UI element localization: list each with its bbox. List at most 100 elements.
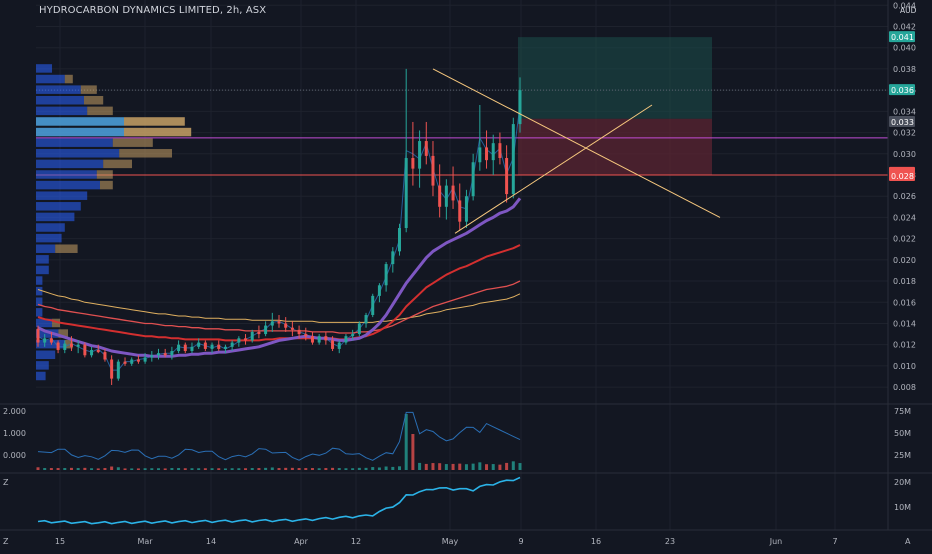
candle [344, 334, 348, 345]
candle-body [491, 143, 495, 161]
candle [157, 348, 160, 360]
x-tick-label: 7 [832, 537, 837, 546]
y-tick-label: 0.032 [893, 129, 916, 138]
candle [130, 357, 134, 366]
candle-body [230, 342, 234, 347]
volume-bar [76, 468, 80, 470]
candle-body [36, 328, 40, 343]
candle-body [69, 343, 73, 347]
y-tick-label: 0.026 [893, 192, 916, 201]
candle [170, 346, 174, 360]
candle [478, 104, 482, 171]
candle [264, 321, 268, 337]
candle-body [43, 338, 47, 343]
candle [244, 334, 248, 345]
volume-bar [424, 463, 428, 470]
volume-bar [170, 468, 174, 470]
volume-bar [36, 467, 40, 470]
volume-tick-right: 50M [894, 429, 911, 438]
candle-body [418, 141, 422, 169]
volume-bar [317, 468, 321, 470]
volume-bar [43, 468, 47, 470]
volume-bar [183, 468, 187, 470]
candle [76, 340, 80, 354]
time-axis-right-label: A [905, 537, 911, 546]
profile-bar-up [36, 180, 100, 190]
profile-bar-up [36, 64, 52, 73]
candle [317, 334, 321, 345]
profile-bar-down [100, 180, 113, 190]
volume-profile [36, 64, 192, 381]
volume-bar [163, 468, 167, 470]
volume-bar [270, 467, 274, 470]
candle [377, 283, 381, 303]
volume-bar [304, 468, 308, 470]
volume-bar [337, 468, 341, 470]
profile-bar-up [36, 297, 43, 306]
volume-bar [177, 468, 181, 470]
volume-tick-left: 0.000 [3, 451, 26, 460]
candle-body [223, 346, 227, 349]
overlay-ema_slow [37, 280, 521, 334]
time-axis: 15 Mar 14 Apr 12 May 9 16 23 Jun 7 Z A [3, 537, 911, 546]
candle-body [210, 344, 214, 349]
candle [391, 247, 395, 273]
profile-bar-up [36, 170, 97, 179]
profile-bar-up [36, 202, 81, 211]
volume-bar [364, 467, 368, 470]
candle [83, 342, 87, 358]
volume-bar [310, 468, 314, 470]
volume-tick-right: 25M [894, 451, 911, 460]
volume-bar [464, 464, 468, 470]
candle [103, 348, 107, 362]
candle [444, 179, 448, 220]
x-tick-label: Apr [294, 537, 309, 546]
y-tick-label: 0.044 [893, 1, 916, 10]
candle-body [431, 155, 435, 186]
candle [190, 342, 194, 354]
candle [49, 331, 53, 345]
volume-bar [230, 468, 234, 470]
candle-body [237, 338, 241, 343]
volume-bar [371, 467, 375, 470]
profile-bar-up [36, 96, 84, 105]
profile-bar-up [36, 74, 65, 84]
volume-bar [244, 468, 248, 470]
obv-tick-right: 10M [894, 503, 911, 512]
candle-body [163, 353, 167, 356]
candle [518, 77, 522, 133]
candle [237, 336, 241, 347]
y-tick-label: 0.040 [893, 44, 916, 53]
volume-indicator-line [37, 411, 521, 461]
profile-bar-up [36, 159, 104, 169]
profile-bar-down [84, 96, 104, 105]
candle-body [123, 361, 127, 364]
candle-body [351, 334, 355, 337]
candle-body [56, 342, 60, 350]
candle [163, 348, 167, 358]
candle [250, 329, 254, 343]
x-tick-label: Mar [137, 537, 153, 546]
price-tag: 0.036 [889, 84, 915, 96]
candle-body [391, 251, 395, 265]
candle-body [250, 331, 254, 341]
candle [116, 359, 120, 381]
volume-bar [90, 468, 94, 470]
candle [257, 325, 261, 339]
candle [310, 331, 314, 345]
candle-body [270, 321, 274, 326]
candle-body [444, 185, 448, 207]
volume-bar [498, 464, 502, 470]
obv-pane: Z 20M 10M [3, 476, 911, 525]
candle-body [485, 147, 489, 161]
candle-body [464, 196, 468, 222]
profile-bar-up [36, 149, 120, 158]
volume-bar [277, 468, 281, 470]
candle-body [244, 338, 248, 341]
candle-body [264, 325, 268, 335]
volume-bar [458, 463, 462, 470]
profile-bar-up [36, 117, 124, 126]
profile-bar-up [36, 223, 65, 232]
